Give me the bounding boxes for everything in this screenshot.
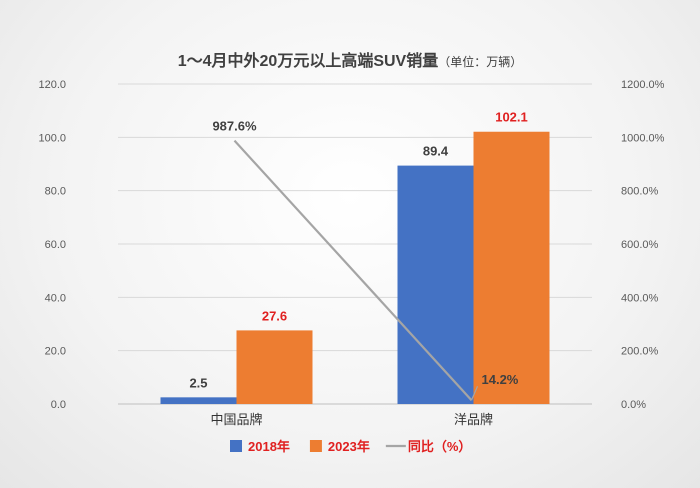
bar xyxy=(397,165,474,404)
label-leader-line xyxy=(470,385,479,401)
category-label: 洋品牌 xyxy=(454,412,493,427)
bars xyxy=(160,131,550,404)
bar xyxy=(160,397,237,404)
left-tick-label: 40.0 xyxy=(45,292,66,304)
bar xyxy=(473,131,550,404)
chart-title-main: 1～4月中外20万元以上高端SUV销量 xyxy=(178,51,439,70)
bar-value-label: 2.5 xyxy=(189,375,207,390)
bar xyxy=(236,330,313,404)
right-tick-label: 1200.0% xyxy=(621,79,665,91)
right-tick-label: 1000.0% xyxy=(621,132,665,144)
left-tick-label: 60.0 xyxy=(45,239,66,251)
left-tick-label: 20.0 xyxy=(45,346,66,358)
chart-title-unit: （单位：万辆） xyxy=(438,54,522,69)
legend: 2018年 2023年 同比（%） xyxy=(230,439,471,454)
left-axis: 0.0 20.0 40.0 60.0 80.0 100.0 120.0 xyxy=(38,79,66,411)
legend-label: 2018年 xyxy=(248,439,290,454)
bar-value-label: 89.4 xyxy=(423,144,449,159)
data-labels: 2.5 27.6 89.4 102.1 987.6% 14.2% xyxy=(189,110,527,391)
gridlines xyxy=(118,83,592,405)
right-tick-label: 200.0% xyxy=(621,346,659,358)
legend-label: 2023年 xyxy=(328,439,370,454)
left-tick-label: 80.0 xyxy=(45,186,66,198)
category-label: 中国品牌 xyxy=(210,412,262,427)
right-tick-label: 0.0% xyxy=(621,399,646,411)
line-series xyxy=(233,139,479,401)
line-path xyxy=(233,139,473,401)
legend-label: 同比（%） xyxy=(408,439,472,454)
legend-swatch xyxy=(230,440,242,452)
left-tick-label: 0.0 xyxy=(51,399,66,411)
category-axis: 中国品牌 洋品牌 xyxy=(210,412,493,427)
right-axis: 0.0% 200.0% 400.0% 600.0% 800.0% 1000.0% 1200.… xyxy=(621,79,665,411)
chart-title: 1～4月中外20万元以上高端SUV销量（单位：万辆） xyxy=(178,51,523,70)
right-tick-label: 600.0% xyxy=(621,239,659,251)
bar-value-label: 27.6 xyxy=(262,308,287,323)
legend-swatch xyxy=(309,440,322,452)
bar-value-label: 102.1 xyxy=(495,110,528,125)
right-tick-label: 800.0% xyxy=(621,186,659,198)
line-value-label: 987.6% xyxy=(212,119,257,134)
line-value-label: 14.2% xyxy=(482,372,519,387)
left-tick-label: 100.0 xyxy=(38,132,66,144)
left-tick-label: 120.0 xyxy=(38,79,66,91)
right-tick-label: 400.0% xyxy=(621,292,659,304)
